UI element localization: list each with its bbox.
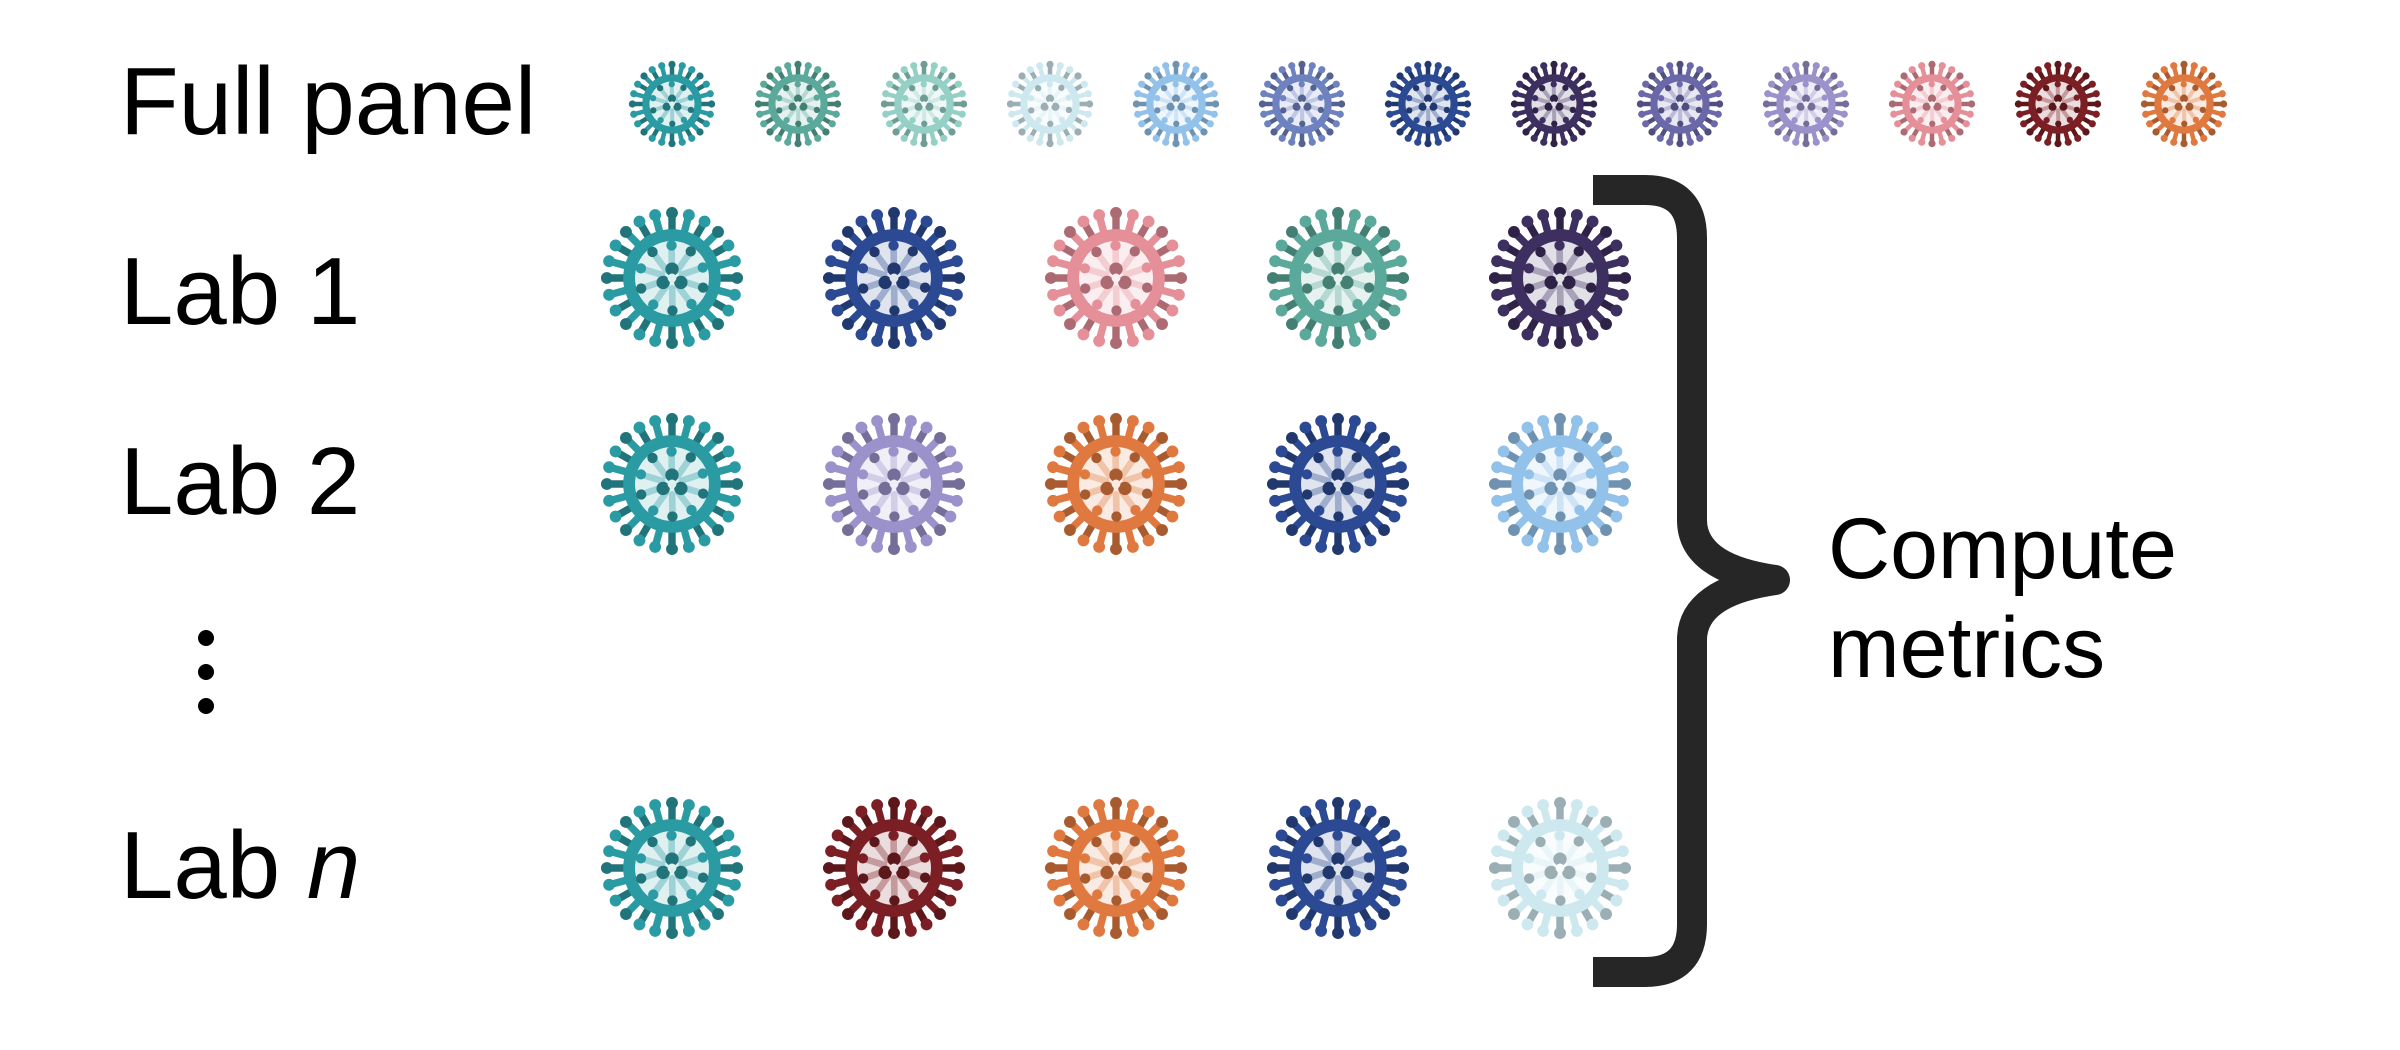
bracket-path — [1593, 175, 1790, 987]
virus-icon-lavender — [1762, 60, 1850, 148]
virus-icon-navy — [822, 206, 966, 350]
virus-icon-maroon — [2014, 60, 2102, 148]
virus-icon-mint — [880, 60, 968, 148]
virus-icon-sky — [1132, 60, 1220, 148]
virus-icon-slate-violet — [1636, 60, 1724, 148]
virus-icon-teal — [628, 60, 716, 148]
virus-icon-plum — [1510, 60, 1598, 148]
compute-metrics-line2: metrics — [1828, 599, 2106, 696]
compute-metrics-line1: Compute — [1828, 501, 2177, 597]
virus-icon-lavender — [822, 412, 966, 556]
virus-icon-navy — [1266, 796, 1410, 940]
virus-icon-periwinkle — [1258, 60, 1346, 148]
virus-icon-plum — [1488, 206, 1632, 350]
lab2-label: Lab 2 — [120, 428, 361, 535]
virus-icon-ice — [1006, 60, 1094, 148]
compute-metrics-label: Compute metrics — [1828, 500, 2177, 698]
virus-icon-orange — [1044, 796, 1188, 940]
virus-icon-rose — [1888, 60, 1976, 148]
labn-label: Lab n — [120, 818, 360, 914]
virus-icon-sky — [1488, 412, 1632, 556]
virus-icon-orange — [1044, 412, 1188, 556]
virus-icon-orange — [2140, 60, 2228, 148]
vertical-ellipsis — [198, 630, 218, 730]
virus-icon-rose — [1044, 206, 1188, 350]
virus-icon-teal — [600, 412, 744, 556]
virus-icon-sea-green — [754, 60, 842, 148]
virus-icon-ice — [1488, 796, 1632, 940]
lab1-label: Lab 1 — [120, 238, 361, 345]
virus-icon-teal — [600, 206, 744, 350]
virus-icon-navy — [1384, 60, 1472, 148]
labn-prefix: Lab — [120, 812, 307, 919]
virus-icon-navy — [1266, 412, 1410, 556]
full-panel-label: Full panel — [120, 48, 537, 155]
virus-icon-teal — [600, 796, 744, 940]
virus-icon-maroon — [822, 796, 966, 940]
labn-variable: n — [306, 812, 361, 919]
virus-icon-sea-green — [1266, 206, 1410, 350]
